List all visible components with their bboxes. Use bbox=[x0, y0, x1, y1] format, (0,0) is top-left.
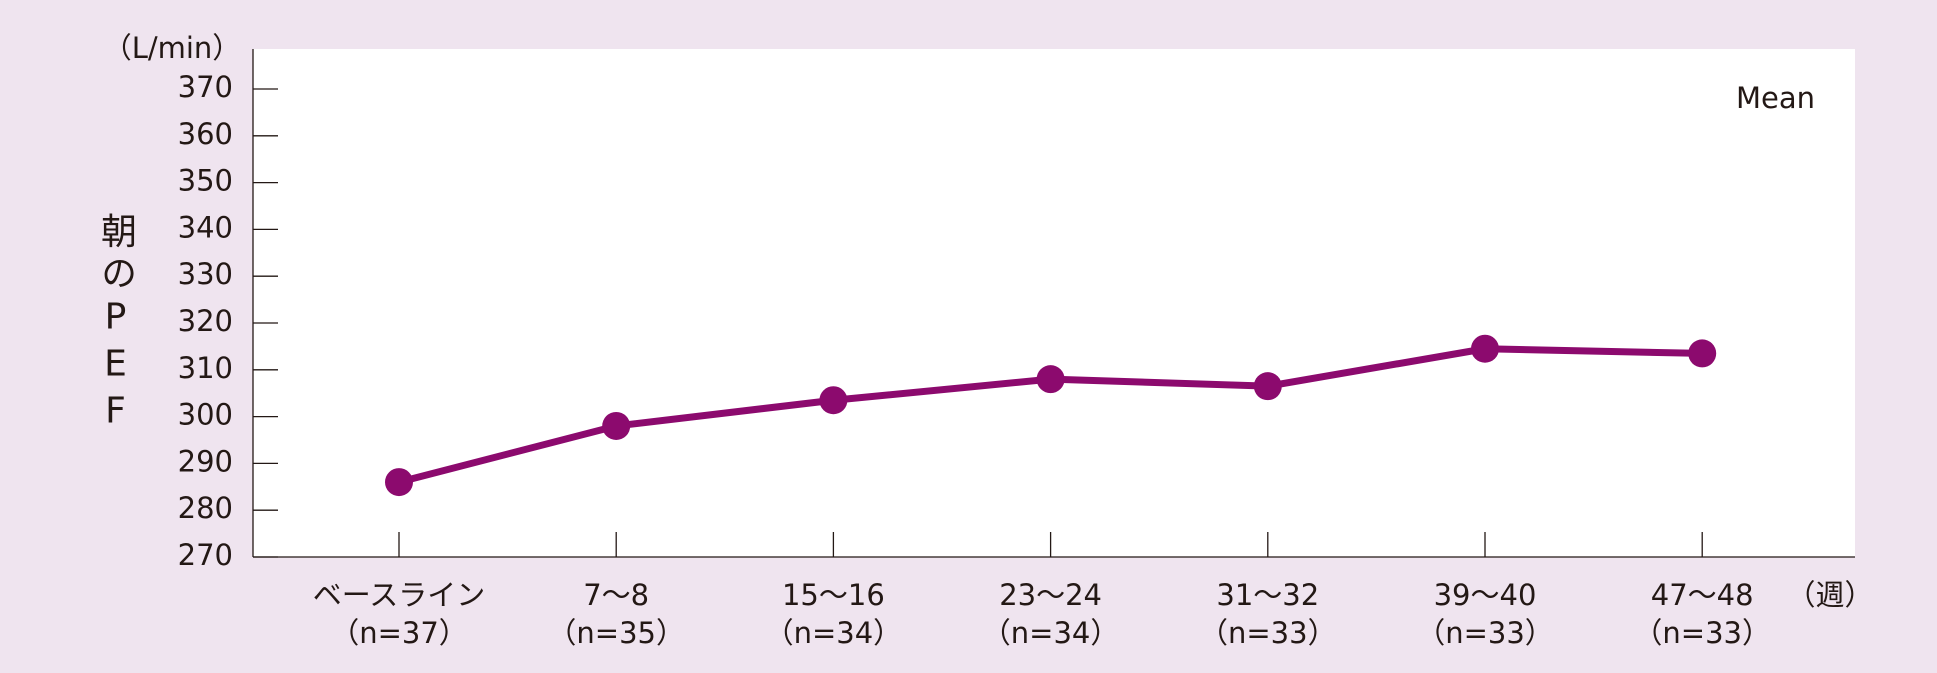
sample-size-label: （n=34） bbox=[765, 616, 903, 650]
plot-area bbox=[253, 49, 1855, 557]
sample-size-label: （n=33） bbox=[1416, 616, 1554, 650]
y-axis-title: 朝のPEF bbox=[95, 213, 136, 438]
y-tick-label: 350 bbox=[178, 164, 233, 198]
data-point bbox=[819, 386, 848, 415]
legend-label: Mean bbox=[1736, 81, 1815, 115]
x-tick-label: 47～48 bbox=[1651, 578, 1754, 612]
y-tick-label: 280 bbox=[178, 491, 233, 525]
data-point bbox=[1471, 334, 1499, 363]
x-tick-label: 31～32 bbox=[1216, 578, 1319, 612]
x-unit: （週） bbox=[1786, 578, 1873, 612]
data-point bbox=[1253, 372, 1282, 401]
y-tick-label: 300 bbox=[178, 398, 233, 432]
y-tick-label: 290 bbox=[178, 444, 233, 478]
y-tick-label: 270 bbox=[178, 538, 233, 572]
sample-size-label: （n=33） bbox=[1633, 616, 1771, 650]
y-tick-label: 370 bbox=[178, 70, 233, 104]
sample-size-label: （n=34） bbox=[982, 616, 1120, 650]
data-point bbox=[385, 468, 413, 497]
data-point bbox=[602, 411, 631, 440]
data-point bbox=[1688, 339, 1717, 368]
data-point bbox=[1036, 365, 1065, 394]
x-tick-label: 23～24 bbox=[999, 578, 1102, 612]
x-tick-label: 15～16 bbox=[782, 578, 885, 612]
x-tick-label: 7～8 bbox=[583, 578, 649, 612]
y-tick-label: 320 bbox=[178, 304, 233, 338]
y-tick-label: 330 bbox=[178, 257, 233, 291]
y-tick-label: 340 bbox=[178, 210, 233, 244]
x-tick-label: 39～40 bbox=[1434, 578, 1537, 612]
sample-size-label: （n=33） bbox=[1199, 616, 1337, 650]
x-tick-label: ベースライン bbox=[313, 578, 486, 612]
y-unit: （L/min） bbox=[103, 31, 242, 65]
sample-size-label: （n=35） bbox=[547, 616, 685, 650]
y-tick-label: 310 bbox=[178, 351, 233, 385]
y-tick-label: 360 bbox=[178, 117, 233, 151]
sample-size-label: （n=37） bbox=[330, 616, 468, 650]
